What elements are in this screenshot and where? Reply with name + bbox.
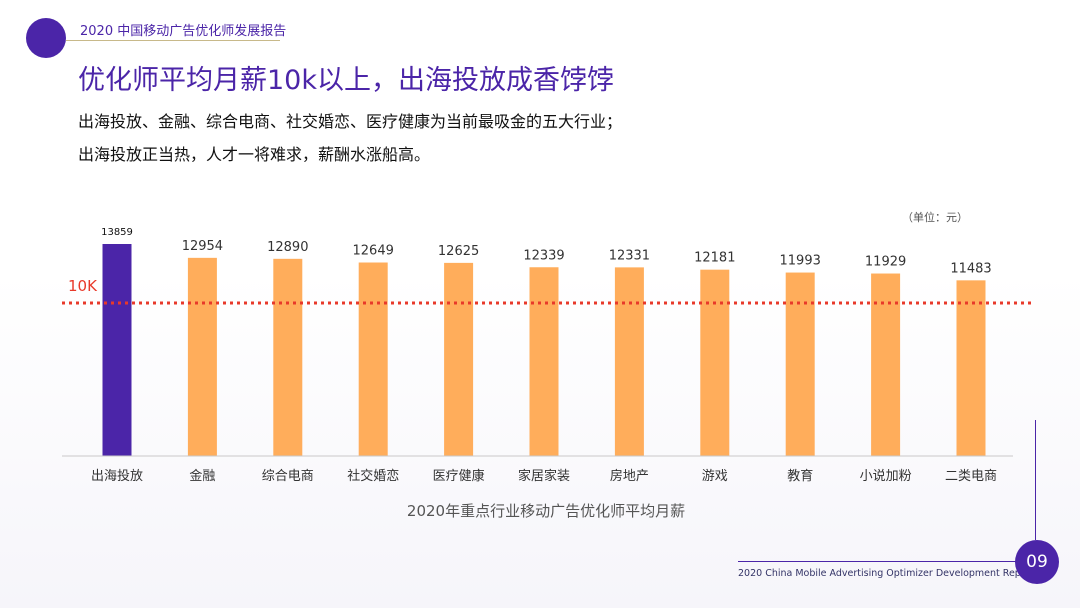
- category-label-9: 小说加粉: [860, 469, 912, 484]
- footer-vertical-line: [1035, 420, 1036, 540]
- value-label-6: 12331: [609, 248, 650, 263]
- footer-horizontal-line: [738, 561, 1023, 562]
- bar-8: [785, 272, 815, 456]
- page-number-badge: 09: [1015, 540, 1059, 584]
- bar-1: [187, 257, 217, 456]
- logo-circle: [26, 18, 66, 58]
- value-label-8: 11993: [780, 254, 821, 269]
- reference-layer: 10K: [62, 277, 1033, 305]
- category-label-6: 房地产: [610, 468, 649, 484]
- bar-2: [273, 258, 303, 456]
- bar-4: [444, 262, 474, 456]
- value-label-9: 11929: [865, 255, 906, 270]
- category-label-3: 社交婚恋: [347, 468, 399, 484]
- header-divider: [66, 40, 280, 41]
- category-label-8: 教育: [787, 468, 813, 484]
- category-label-2: 综合电商: [262, 469, 314, 484]
- bars-layer: [102, 244, 986, 456]
- value-label-4: 12625: [438, 244, 479, 259]
- bar-9: [871, 273, 901, 456]
- unit-label: （单位：元）: [902, 211, 968, 224]
- page-title: 优化师平均月薪10k以上，出海投放成香饽饽: [78, 65, 614, 96]
- bar-5: [529, 267, 559, 456]
- bar-3: [358, 262, 388, 456]
- value-label-10: 11483: [950, 261, 991, 276]
- category-label-10: 二类电商: [945, 469, 997, 484]
- reference-line-label: 10K: [68, 277, 98, 295]
- value-label-5: 12339: [523, 248, 564, 263]
- value-label-0: 13859: [101, 227, 133, 238]
- chart-title: 2020年重点行业移动广告优化师平均月薪: [407, 502, 685, 520]
- subtitle-line-1: 出海投放、金融、综合电商、社交婚恋、医疗健康为当前最吸金的五大行业；: [78, 112, 623, 131]
- report-title: 2020 中国移动广告优化师发展报告: [80, 24, 287, 39]
- category-label-5: 家居家装: [518, 468, 570, 484]
- value-label-7: 12181: [694, 251, 735, 266]
- bar-6: [614, 267, 644, 456]
- bar-7: [700, 269, 730, 456]
- bar-10: [956, 280, 986, 456]
- bar-0: [102, 244, 132, 456]
- value-label-2: 12890: [267, 240, 308, 255]
- value-label-1: 12954: [182, 239, 223, 254]
- subtitle-line-2: 出海投放正当热，人才一将难求，薪酬水涨船高。: [78, 145, 431, 164]
- category-label-7: 游戏: [702, 469, 728, 484]
- labels-layer: 13859 出海投放 12954 金融 12890 综合电商 12649 社交婚恋 12625 医…: [91, 227, 997, 484]
- category-label-1: 金融: [189, 468, 215, 484]
- footer-report-title: 2020 China Mobile Advertising Optimizer …: [738, 568, 1035, 579]
- category-label-0: 出海投放: [91, 468, 143, 484]
- value-label-3: 12649: [353, 244, 394, 259]
- category-label-4: 医疗健康: [433, 468, 485, 484]
